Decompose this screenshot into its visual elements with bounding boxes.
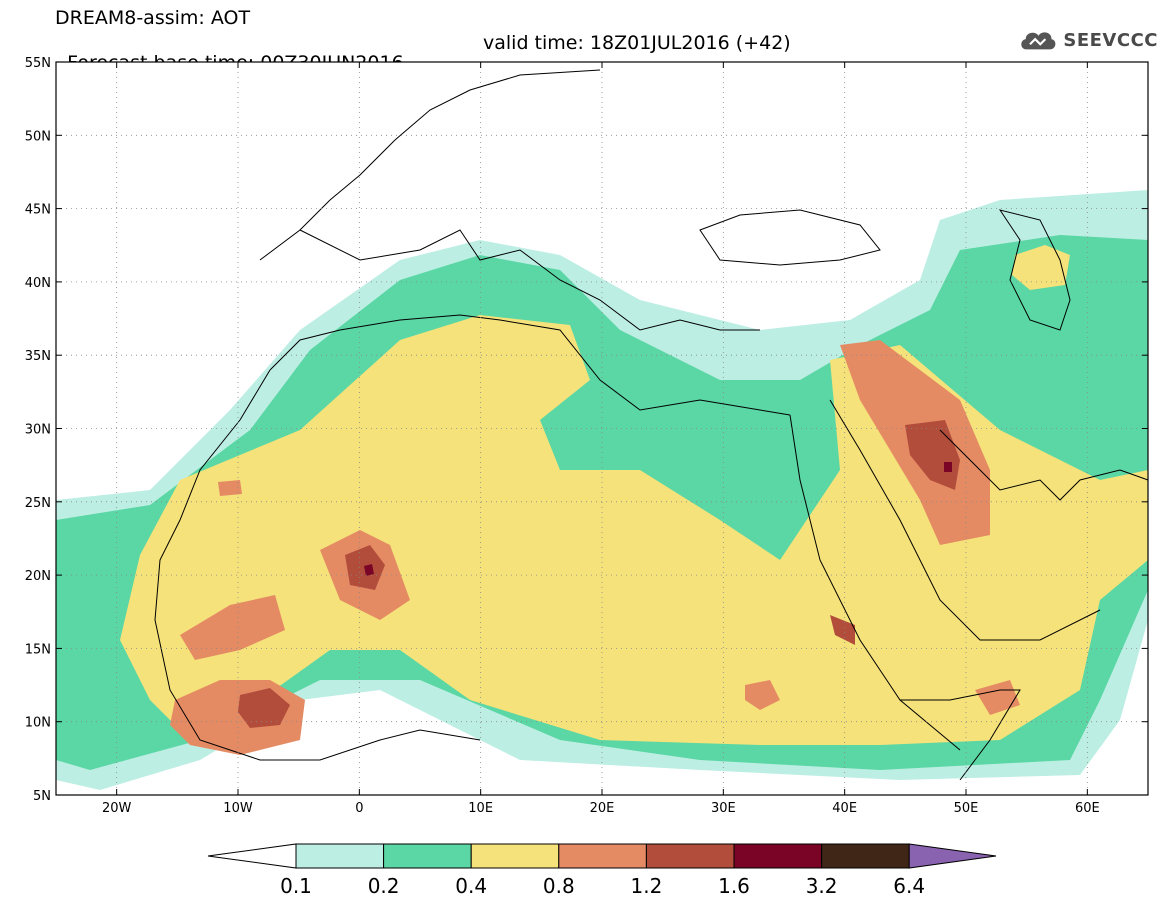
logo-text: SEEVCCC: [1063, 29, 1158, 51]
cloud-icon: [1021, 32, 1056, 50]
color-bar-swatch: [295, 843, 385, 869]
coastline-africa-north: [269, 314, 791, 416]
lat-label: 25N: [25, 496, 51, 511]
coastline-redsea: [789, 399, 1101, 751]
lon-label: 60E: [1075, 801, 1100, 816]
color-bar-swatch: [558, 843, 647, 869]
lon-label: 50E: [954, 801, 979, 816]
axis-ticks: [56, 61, 1148, 796]
color-bar-label: 0.1: [280, 874, 312, 898]
color-bar-label: 0.2: [368, 874, 400, 898]
color-bar-swatch: [733, 843, 823, 869]
color-bar-label: 6.4: [893, 874, 925, 898]
aot-band-yellow-caspian: [1012, 245, 1070, 290]
color-bar-label: 1.6: [718, 874, 750, 898]
color-bar-high-arrow: [908, 843, 997, 869]
coastlines: [154, 69, 1148, 781]
aot-band-brown-iraq: [905, 420, 960, 490]
lon-label: 10W: [223, 801, 253, 816]
aot-band-brown-eritrea: [830, 615, 855, 645]
lat-label: 30N: [25, 423, 51, 438]
coastline-africa-west: [154, 369, 481, 761]
color-bar-label: 0.4: [455, 874, 487, 898]
aot-band-darkred-kuwait: [944, 462, 952, 472]
lon-label: 10E: [468, 801, 493, 816]
lat-label: 5N: [33, 789, 51, 804]
longitude-labels: 20W 10W 0 10E 20E 30E 40E 50E 60E: [102, 801, 1100, 816]
lat-label: 10N: [25, 716, 51, 731]
lat-label: 50N: [25, 129, 51, 144]
lon-label: 0: [355, 801, 363, 816]
color-bar-swatch: [383, 843, 472, 869]
aot-band-brown-guinea: [238, 688, 290, 728]
lat-label: 20N: [25, 569, 51, 584]
lat-label: 15N: [25, 642, 51, 657]
coastline-caspian: [998, 209, 1071, 331]
coastline-black-sea: [699, 209, 881, 266]
lat-label: 45N: [25, 203, 51, 218]
aot-band-orange-westsahara: [218, 480, 242, 496]
color-bar-labels: 0.1 0.2 0.4 0.8 1.2 1.6 3.2 6.4: [280, 874, 925, 898]
aot-band-darkred-mali: [364, 564, 374, 576]
color-bar-swatch: [470, 843, 560, 869]
latitude-labels: 55N 50N 45N 40N 35N 30N 25N 20N 15N 10N 5N: [25, 56, 51, 804]
lon-label: 40E: [832, 801, 857, 816]
lon-label: 20E: [590, 801, 615, 816]
lat-label: 35N: [25, 349, 51, 364]
seevccc-logo: SEEVCCC: [1018, 24, 1158, 56]
lon-label: 30E: [711, 801, 736, 816]
coastline-europe: [259, 69, 760, 331]
coastline-horn-africa: [900, 689, 1021, 781]
lat-label: 40N: [25, 276, 51, 291]
color-bar-swatch: [821, 843, 910, 869]
aot-band-orange-sudan: [745, 680, 780, 710]
lat-label: 55N: [25, 56, 51, 71]
valid-time: valid time: 18Z01JUL2016 (+42): [483, 32, 791, 54]
color-bar: [207, 843, 997, 869]
color-bar-label: 3.2: [806, 874, 838, 898]
color-bar-low-arrow: [207, 843, 297, 869]
aot-fields: [56, 190, 1148, 790]
color-bar-swatch: [645, 843, 735, 869]
aot-band-orange-mauritania: [180, 595, 285, 660]
map-title: DREAM8-assim: AOT: [55, 7, 251, 29]
color-bar-label: 0.8: [543, 874, 575, 898]
aot-band-orange-arabia: [975, 680, 1020, 715]
coastline-persian-gulf: [939, 429, 1148, 501]
color-bar-label: 1.2: [630, 874, 662, 898]
lon-label: 20W: [102, 801, 132, 816]
